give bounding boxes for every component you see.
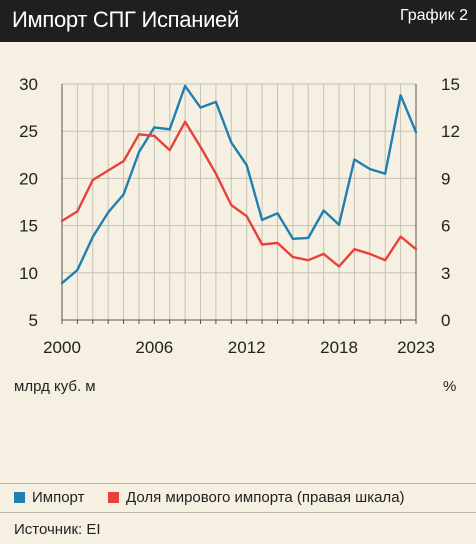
y-right-tick-label-5: 15 [441,75,460,94]
series-line-share [60,120,418,268]
y-left-tick-label-1: 10 [19,264,38,283]
left-axis-unit: млрд куб. м [14,378,96,395]
line-chart: 5 10 15 20 25 30 0 3 6 9 12 15 2000 2006 2012 2018 2023 [19,75,460,357]
y-left-tick-label-0: 5 [29,311,38,330]
right-axis-unit: % [443,378,457,395]
legend-swatch-import [14,492,25,503]
legend-item-import: Импорт [14,489,84,506]
x-tick-label-1: 2006 [135,338,173,357]
figure-label: График 2 [399,7,468,24]
y-left-tick-label-3: 20 [19,169,38,188]
source-note: Источник: EI [14,521,101,538]
y-left-tick-label-4: 25 [19,122,38,141]
y-right-tick-label-3: 9 [441,169,450,188]
chart-header: Импорт СПГ Испанией График 2 [0,0,476,42]
y-left-tick-label-2: 15 [19,217,38,236]
legend-item-share: Доля мирового импорта (правая шкала) [108,489,405,506]
series-line-import [60,84,418,285]
y-right-tick-label-1: 3 [441,264,450,283]
y-right-tick-label-0: 0 [441,311,450,330]
y-right-tick-label-2: 6 [441,217,450,236]
legend-swatch-share [108,492,119,503]
legend-label-share: Доля мирового импорта (правая шкала) [126,489,405,506]
x-tick-label-0: 2000 [43,338,81,357]
x-tick-label-2: 2012 [228,338,266,357]
y-left-tick-label-5: 30 [19,75,38,94]
chart-legend: Импорт Доля мирового импорта (правая шка… [0,483,476,513]
y-right-tick-label-4: 12 [441,122,460,141]
chart-title: Импорт СПГ Испанией [12,7,239,32]
legend-label-import: Импорт [32,489,85,506]
x-tick-label-4: 2023 [397,338,435,357]
x-tick-label-3: 2018 [320,338,358,357]
